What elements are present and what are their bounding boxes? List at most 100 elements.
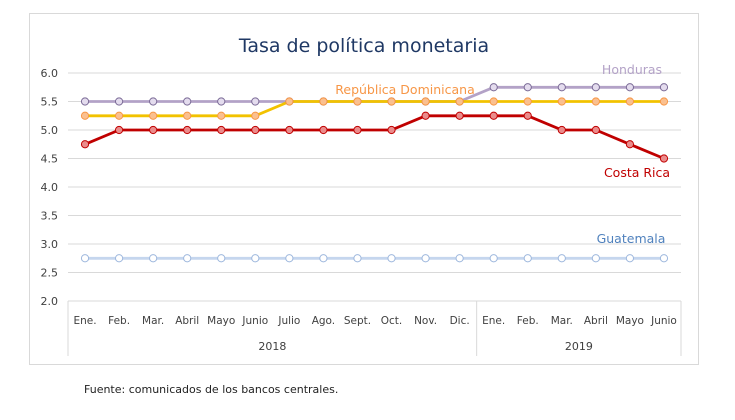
data-point — [353, 254, 362, 263]
data-point — [183, 97, 192, 106]
data-point — [183, 125, 192, 135]
data-point — [455, 97, 464, 106]
data-point — [114, 111, 124, 120]
data-point — [353, 97, 362, 106]
data-point — [421, 97, 430, 106]
data-point — [591, 125, 600, 135]
x-tick-label: Mayo — [207, 315, 235, 327]
data-point — [489, 83, 498, 92]
data-point — [80, 97, 90, 106]
x-tick-label: Mar. — [142, 315, 164, 327]
x-tick-label: Sept. — [344, 315, 371, 327]
data-point — [659, 83, 669, 92]
series-label: República Dominicana — [335, 82, 475, 97]
x-tick-label: Nov. — [414, 315, 437, 327]
data-point — [251, 254, 260, 263]
chart-title: Tasa de política monetaria — [238, 35, 489, 57]
year-label: 2019 — [565, 340, 593, 353]
data-point — [489, 254, 498, 263]
data-point — [659, 97, 669, 106]
data-point — [523, 97, 532, 106]
data-point — [149, 111, 158, 120]
series-line — [85, 100, 664, 118]
data-point — [659, 154, 669, 163]
x-tick-label: Junio — [241, 315, 268, 327]
data-point — [285, 125, 294, 135]
x-tick-label: Junio — [650, 315, 677, 327]
data-point — [659, 254, 669, 263]
data-point — [625, 97, 635, 106]
data-point — [149, 254, 158, 263]
chart-frame — [29, 13, 699, 365]
data-point — [80, 111, 90, 120]
series-label: Guatemala — [597, 231, 666, 246]
data-point — [251, 125, 260, 135]
data-point — [557, 97, 566, 106]
y-tick-label: 2.5 — [41, 267, 59, 280]
x-tick-label: Feb. — [108, 315, 130, 327]
data-point — [523, 83, 532, 92]
data-point — [183, 111, 192, 120]
y-tick-label: 2.0 — [41, 295, 59, 308]
data-point — [80, 140, 90, 149]
data-point — [591, 97, 600, 106]
y-tick-label: 4.0 — [41, 181, 59, 194]
data-point — [217, 254, 226, 263]
x-tick-label: Mayo — [616, 315, 644, 327]
y-tick-label: 4.5 — [41, 153, 59, 166]
x-tick-label: Abril — [584, 315, 608, 327]
data-point — [319, 254, 328, 263]
series-label: Costa Rica — [604, 165, 670, 180]
data-point — [251, 111, 260, 120]
x-tick-label: Ago. — [312, 315, 335, 327]
data-point — [557, 83, 566, 92]
y-tick-label: 3.5 — [41, 210, 59, 223]
data-point — [285, 97, 294, 106]
data-point — [557, 125, 566, 135]
data-point — [114, 125, 124, 135]
data-point — [625, 254, 635, 263]
data-point — [625, 83, 635, 92]
data-point — [149, 125, 158, 135]
data-point — [591, 83, 600, 92]
x-tick-label: Ene. — [73, 315, 96, 327]
data-point — [217, 111, 226, 120]
data-point — [455, 254, 464, 263]
x-tick-label: Ene. — [482, 315, 505, 327]
x-tick-label: Oct. — [381, 315, 403, 327]
series-label: Honduras — [602, 62, 662, 77]
x-tick-label: Abril — [175, 315, 199, 327]
y-tick-label: 6.0 — [41, 67, 59, 80]
y-tick-label: 5.5 — [41, 96, 59, 109]
x-tick-label: Mar. — [551, 315, 573, 327]
data-point — [183, 254, 192, 263]
data-point — [455, 111, 464, 120]
data-point — [217, 97, 226, 106]
data-point — [80, 254, 90, 263]
data-point — [387, 97, 396, 106]
source-note: Fuente: comunicados de los bancos centra… — [84, 383, 339, 396]
data-point — [489, 97, 498, 106]
year-label: 2018 — [258, 340, 286, 353]
data-point — [114, 254, 124, 263]
data-point — [625, 140, 635, 149]
data-point — [285, 254, 294, 263]
data-point — [523, 111, 532, 120]
x-tick-label: Dic. — [450, 315, 470, 327]
data-point — [523, 254, 532, 263]
data-point — [353, 125, 362, 135]
data-point — [421, 111, 430, 120]
data-point — [591, 254, 600, 263]
data-point — [217, 125, 226, 135]
data-point — [319, 97, 328, 106]
y-tick-label: 5.0 — [41, 124, 59, 137]
data-point — [319, 125, 328, 135]
data-point — [387, 254, 396, 263]
x-tick-label: Feb. — [517, 315, 539, 327]
data-point — [114, 97, 124, 106]
y-tick-label: 3.0 — [41, 238, 59, 251]
data-point — [149, 97, 158, 106]
series-line — [84, 114, 665, 160]
data-point — [489, 111, 498, 120]
